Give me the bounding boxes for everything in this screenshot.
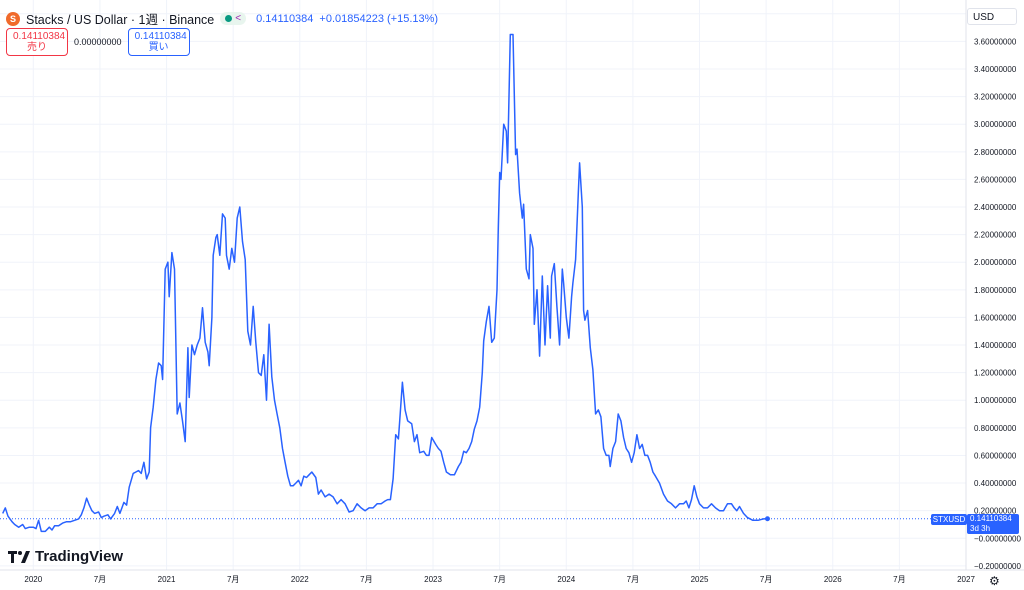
- price-tick-label: 2.80000000: [974, 148, 1017, 157]
- time-tick-label: 2025: [691, 575, 709, 584]
- logo-text: TradingView: [35, 548, 124, 565]
- time-tick-label: 7月: [627, 575, 639, 584]
- symbol-title[interactable]: Stacks / US Dollar · 1週 · Binance: [26, 13, 215, 27]
- buy-button[interactable]: 0.14110384 買い: [127, 28, 190, 56]
- chart-settings-icon[interactable]: ⚙: [989, 574, 1000, 588]
- price-tick-label: −0.20000000: [974, 562, 1021, 571]
- tradingview-logo-icon: [8, 550, 30, 563]
- price-tick-label: 1.20000000: [974, 369, 1017, 378]
- price-tick-label: 1.80000000: [974, 286, 1017, 295]
- time-tick-label: 7月: [493, 575, 505, 584]
- time-tick-label: 2026: [824, 575, 842, 584]
- price-tick-label: 3.40000000: [974, 65, 1017, 74]
- time-axis[interactable]: 2020 7月 2021 7月 2022 7月 2023 7月 2024 7月 2025 7月 2026…: [24, 575, 975, 584]
- tradingview-logo[interactable]: TradingView: [8, 548, 123, 565]
- time-tick-label: 7月: [227, 575, 239, 584]
- last-price-text: 0.14110384: [256, 12, 314, 25]
- sell-price: 0.14110384: [13, 31, 66, 42]
- time-tick-label: 2027: [957, 575, 975, 584]
- bar-countdown: 3d 3h: [970, 523, 991, 533]
- price-tick-label: 0.60000000: [974, 451, 1017, 460]
- price-tick-label: −0.00000000: [974, 534, 1021, 543]
- last-price-dot: [764, 516, 770, 522]
- spread-value: 0.00000000: [74, 37, 122, 47]
- trade-buttons: 0.14110384 売り 0.00000000 0.14110384 買い: [6, 28, 190, 56]
- last-price-label: 0.14110384 3d 3h: [967, 513, 1019, 534]
- share-icon: <: [235, 13, 242, 24]
- market-status-icon: [225, 15, 233, 22]
- price-tick-label: 3.20000000: [974, 93, 1017, 102]
- status-pill[interactable]: <: [220, 12, 247, 25]
- vertical-gridlines: [32, 0, 967, 570]
- time-tick-label: 2023: [424, 575, 442, 584]
- buy-price: 0.14110384: [134, 31, 187, 42]
- time-tick-label: 7月: [760, 575, 772, 584]
- price-tick-label: 1.60000000: [974, 313, 1017, 322]
- currency-selector[interactable]: USD: [967, 8, 1017, 25]
- price-tick-label: 2.20000000: [974, 231, 1017, 240]
- price-tick-label: 3.60000000: [974, 37, 1017, 46]
- time-tick-label: 7月: [94, 575, 106, 584]
- price-tick-label: 1.40000000: [974, 341, 1017, 350]
- price-axis[interactable]: 3.800000003.600000003.400000003.20000000…: [974, 10, 1021, 571]
- buy-label: 買い: [148, 42, 169, 53]
- stacks-coin-icon: S: [6, 11, 20, 26]
- price-tick-label: 0.80000000: [974, 424, 1017, 433]
- price-tick-label: 2.60000000: [974, 175, 1017, 184]
- price-tick-label: 0.40000000: [974, 479, 1017, 488]
- symbol-price-tag: STXUSD: [931, 513, 967, 525]
- price-change-text: +0.01854223 (+15.13%): [319, 12, 439, 25]
- symbol-legend: S Stacks / US Dollar · 1週 · Binance < 0.…: [6, 9, 438, 28]
- sell-label: 売り: [27, 42, 47, 53]
- price-series-line[interactable]: [2, 33, 768, 533]
- time-tick-label: 2020: [24, 575, 42, 584]
- time-tick-label: 2024: [557, 575, 575, 584]
- price-tick-label: 2.40000000: [974, 203, 1017, 212]
- time-tick-label: 2021: [158, 575, 176, 584]
- price-tick-label: 2.00000000: [974, 258, 1017, 267]
- time-tick-label: 7月: [893, 575, 905, 584]
- last-price-value: 0.14110384: [970, 513, 1012, 523]
- time-tick-label: 2022: [291, 575, 309, 584]
- price-tick-label: 1.00000000: [974, 396, 1017, 405]
- price-tick-label: 0.20000000: [974, 507, 1017, 516]
- horizontal-gridlines: [0, 13, 966, 567]
- sell-button[interactable]: 0.14110384 売り: [6, 28, 68, 56]
- time-tick-label: 7月: [360, 575, 372, 584]
- price-tick-label: 3.00000000: [974, 120, 1017, 129]
